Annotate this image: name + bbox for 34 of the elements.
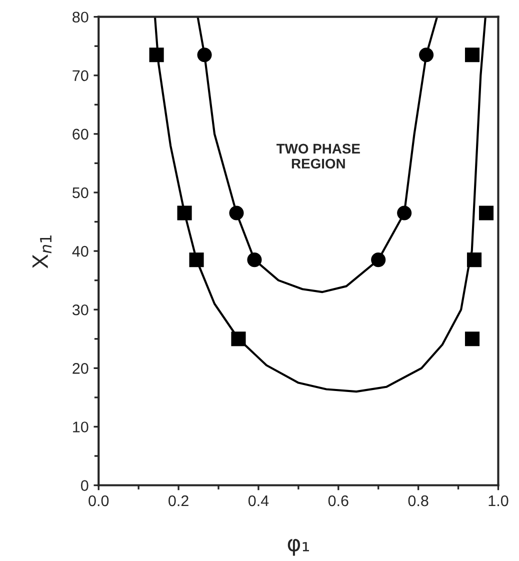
point [464, 332, 480, 346]
x-tick-label: 0.2 [168, 495, 188, 506]
x-axis-title: φ₁ [288, 538, 309, 556]
y-tick-label: 10 [73, 422, 88, 432]
x-tick-label: 0.4 [248, 495, 269, 506]
line-series [154, 16, 486, 393]
annotation: TWO PHASE REGION [276, 144, 360, 169]
y-tick-label: 40 [72, 246, 88, 257]
y-tick-label: 30 [72, 304, 88, 316]
y-tick-label: 80 [72, 12, 88, 23]
point [419, 48, 434, 62]
y-tick-label: 0 [80, 480, 88, 491]
y-axis-title: X$_{n1}$ [32, 235, 52, 268]
point [371, 252, 386, 268]
y-tick-label: 20 [72, 363, 88, 374]
point [197, 48, 212, 62]
point [177, 206, 192, 220]
y-tick-label: 50 [72, 187, 88, 198]
x-tick-label: 0.8 [408, 495, 428, 506]
x-tick-label: 1.0 [488, 495, 508, 506]
point [464, 48, 480, 62]
point [189, 252, 204, 268]
line-series [196, 16, 438, 294]
y-tick-label: 60 [72, 128, 88, 140]
point [149, 48, 164, 62]
point [478, 206, 494, 220]
x-tick-label: 0.6 [328, 495, 348, 506]
point [229, 206, 244, 220]
point [397, 206, 412, 220]
point [466, 252, 482, 268]
point [231, 332, 246, 346]
x-tick-label: 0.0 [88, 495, 109, 506]
point [247, 252, 262, 268]
y-tick-label: 70 [72, 70, 88, 82]
